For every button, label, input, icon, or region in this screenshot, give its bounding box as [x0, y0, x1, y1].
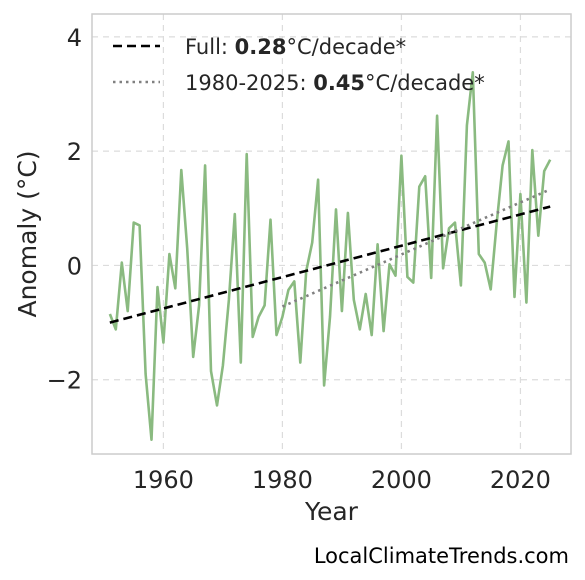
x-ticks: 1960 1980 2000 2020: [133, 466, 551, 494]
x-tick-label: 1960: [133, 466, 194, 494]
y-tick-label: 0: [67, 252, 82, 280]
legend-label-recent-trend: 1980-2025: 0.45°C/decade*: [185, 71, 485, 95]
attribution-text: LocalClimateTrends.com: [313, 544, 569, 568]
grid: [92, 14, 571, 454]
anomaly-series-line: [108, 71, 552, 442]
full-trend-line: [109, 205, 551, 324]
x-tick-label: 2020: [490, 466, 551, 494]
legend: Full: 0.28°C/decade* 1980-2025: 0.45°C/d…: [113, 35, 485, 95]
x-tick-label: 1980: [252, 466, 313, 494]
x-axis-label: Year: [304, 497, 359, 526]
legend-label-full-trend: Full: 0.28°C/decade*: [185, 35, 406, 59]
plot-frame: [91, 13, 572, 455]
y-tick-label: 4: [67, 24, 82, 52]
x-tick-label: 2000: [371, 466, 432, 494]
series-layer: [108, 71, 552, 442]
y-ticks: −2 0 2 4: [47, 24, 82, 395]
y-tick-label: −2: [47, 367, 82, 395]
y-tick-label: 2: [67, 138, 82, 166]
y-axis-label: Anomaly (°C): [13, 150, 42, 317]
